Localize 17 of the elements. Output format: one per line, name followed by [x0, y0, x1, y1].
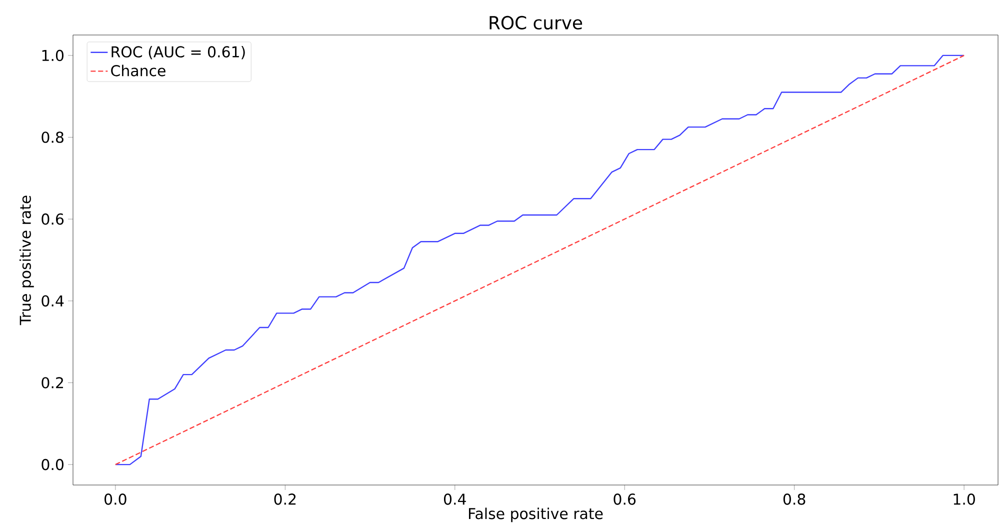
y-axis-title: True positive rate	[19, 196, 34, 326]
x-tick-label: 0.4	[444, 494, 466, 505]
y-tick-label: 0.2	[42, 377, 63, 388]
y-tick-label: 0.8	[42, 132, 64, 143]
y-tick-label: 0.0	[42, 458, 64, 470]
y-tick-label: 0.6	[42, 213, 64, 225]
x-tick-label: 0.6	[614, 494, 636, 505]
x-tick-label: 0.0	[104, 494, 126, 505]
x-tick-label: 0.2	[274, 494, 296, 505]
legend-label: ROC (AUC = 0.61)	[112, 46, 245, 60]
x-tick-label: 0.8	[783, 494, 806, 505]
legend-label: Chance	[111, 64, 166, 76]
chart-title: ROC curve	[490, 16, 582, 30]
y-tick-label: 0.4	[42, 295, 64, 307]
x-axis-title: False positive rate	[468, 508, 603, 522]
y-tick-label: 1.0	[42, 50, 64, 62]
x-tick-label: 1.0	[954, 494, 975, 505]
